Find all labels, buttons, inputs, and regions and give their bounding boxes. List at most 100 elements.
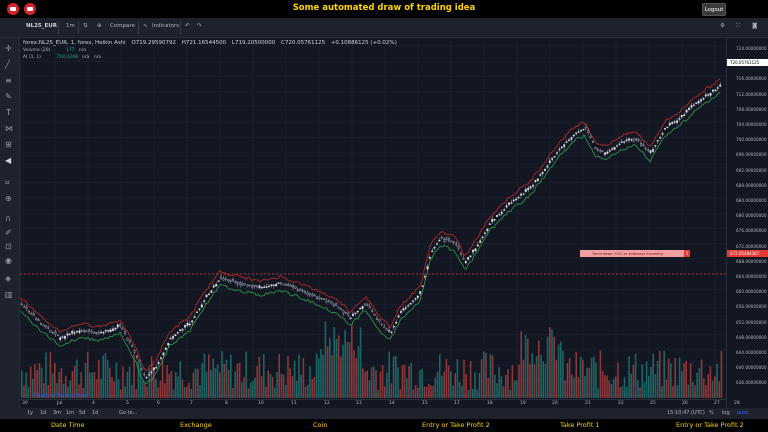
tradingview-watermark[interactable]: Chart by TradingView (34, 393, 88, 399)
trade-idea-annotation[interactable]: Trend down, CUC or sideways incoming (580, 250, 690, 257)
candle-body (709, 92, 712, 96)
legend-symbol[interactable]: forex:NL25_EUR, 1, forex, Heikin Ashi (23, 40, 126, 46)
volume-bar (205, 371, 208, 398)
range-1y[interactable]: 1y (27, 410, 34, 416)
time-tick: 10 (258, 401, 264, 406)
candle-body (258, 285, 261, 288)
time-tick: 18 (487, 401, 493, 406)
layers-icon[interactable]: ◈ (5, 274, 12, 283)
volume-bar (544, 363, 547, 398)
candle-body (568, 139, 570, 141)
utc-clock[interactable]: 15:10:47 (UTC) (667, 410, 705, 416)
candle-body (102, 331, 105, 334)
candle-body (719, 84, 722, 87)
range-5d[interactable]: 5d (79, 410, 86, 416)
range-1m[interactable]: 1m (66, 410, 75, 416)
volume-bar (359, 327, 362, 398)
range-3m[interactable]: 3m (53, 410, 62, 416)
chart-type-icon[interactable]: ⇅ (83, 23, 88, 29)
candle-body (544, 168, 546, 171)
goto-button[interactable]: Go to... (119, 410, 138, 416)
legend-high: H721.16544500 (181, 40, 227, 46)
compare-button[interactable]: Compare (110, 23, 135, 29)
measure-icon[interactable]: ⌗ (5, 178, 10, 187)
price-axis[interactable]: 724.00000000720.00000000716.00000000712.… (726, 38, 768, 408)
range-1d-a[interactable]: 1d (40, 410, 47, 416)
back-arrow-icon[interactable]: ◀ (5, 156, 12, 165)
candle-body (88, 329, 90, 332)
candle-body (652, 149, 654, 152)
volume-bar (621, 386, 624, 398)
volume-bar (399, 389, 401, 398)
candle-body (443, 238, 446, 242)
redo-icon[interactable]: ↷ (197, 23, 202, 29)
symbol-search[interactable]: NL25_EUR (26, 23, 57, 29)
time-tick: 4 (92, 401, 95, 406)
volume-bar (654, 374, 657, 398)
volume-bar (619, 387, 621, 398)
camera-icon[interactable]: ◙ (752, 23, 758, 29)
text-icon[interactable]: T (6, 108, 11, 117)
volume-bar (346, 342, 349, 398)
price-tick: 704.00000000 (736, 122, 767, 127)
indicators-icon[interactable]: ∿ (143, 23, 148, 29)
range-1d-b[interactable]: 1d (92, 410, 99, 416)
zoom-icon[interactable]: ⊕ (5, 194, 12, 203)
trash-icon[interactable]: ▥ (5, 290, 13, 299)
candle-body (40, 322, 42, 325)
price-chart[interactable]: forex:NL25_EUR, 1, forex, Heikin Ashi O7… (20, 38, 726, 408)
volume-bar (29, 366, 32, 398)
price-tick: 668.00000000 (736, 258, 767, 264)
crosshair-icon[interactable]: ✛ (5, 44, 12, 53)
candle-body (673, 121, 676, 123)
volume-bar (659, 350, 661, 398)
volume-bar (71, 371, 74, 398)
candle-body (284, 284, 287, 286)
volume-bar (175, 371, 177, 398)
fib-icon[interactable]: ≡ (5, 76, 12, 85)
candle-body (539, 174, 542, 176)
indicators-button[interactable]: Indicators (152, 23, 180, 29)
logout-button[interactable]: Logout (702, 3, 726, 16)
resistance-line (20, 78, 721, 372)
volume-bar (463, 359, 465, 398)
auto-toggle[interactable]: auto (737, 410, 749, 416)
log-toggle[interactable]: log (722, 410, 730, 416)
volume-bar (102, 355, 104, 398)
brush-icon[interactable]: ✎ (5, 92, 12, 101)
interval-button[interactable]: 1m (66, 23, 75, 29)
volume-bar (234, 371, 236, 398)
trend-line-icon[interactable]: ╱ (5, 60, 10, 69)
volume-bar (584, 376, 586, 398)
fullscreen-icon[interactable]: ⛶ (736, 23, 740, 29)
volume-bar (678, 357, 681, 398)
pattern-icon[interactable]: ⋈ (5, 124, 13, 133)
magnet-icon[interactable]: ∩ (5, 214, 11, 223)
forecast-icon[interactable]: ⊞ (5, 140, 12, 149)
volume-bar (124, 386, 126, 398)
volume-bar (447, 365, 450, 398)
volume-bar (370, 367, 373, 398)
volume-indicator-row[interactable]: Volume (20) 177 n/a (23, 48, 401, 53)
candle-body (275, 283, 278, 287)
candle-body (680, 114, 683, 118)
volume-bar (392, 356, 395, 398)
undo-icon[interactable]: ↶ (185, 23, 190, 29)
candle-body (52, 331, 54, 334)
candle-body (534, 180, 537, 183)
volume-bar (656, 360, 659, 398)
plus-circle-icon[interactable]: ⊕ (97, 23, 102, 29)
ai-indicator-row[interactable]: AI (1, 1) 718.2248 n/a n/a (23, 55, 401, 60)
time-axis[interactable]: 30 Jul 4 5 6 7 8 10 11 12 13 14 15 17 18 19 20 21 22 25 26 27… (20, 399, 740, 408)
candle-body (323, 298, 326, 300)
top-bar: Some automated draw of trading idea Logo… (0, 0, 768, 18)
candle-body (380, 323, 383, 326)
candle-body (616, 145, 618, 147)
percent-toggle[interactable]: % (709, 410, 714, 416)
eye-icon[interactable]: ◉ (5, 256, 12, 265)
lock-icon[interactable]: ⊡ (5, 242, 12, 251)
candle-body (596, 148, 599, 151)
candle-body (35, 318, 38, 321)
pencil-lock-icon[interactable]: ✐ (5, 228, 12, 237)
settings-icon[interactable]: ⚙ (720, 23, 725, 29)
